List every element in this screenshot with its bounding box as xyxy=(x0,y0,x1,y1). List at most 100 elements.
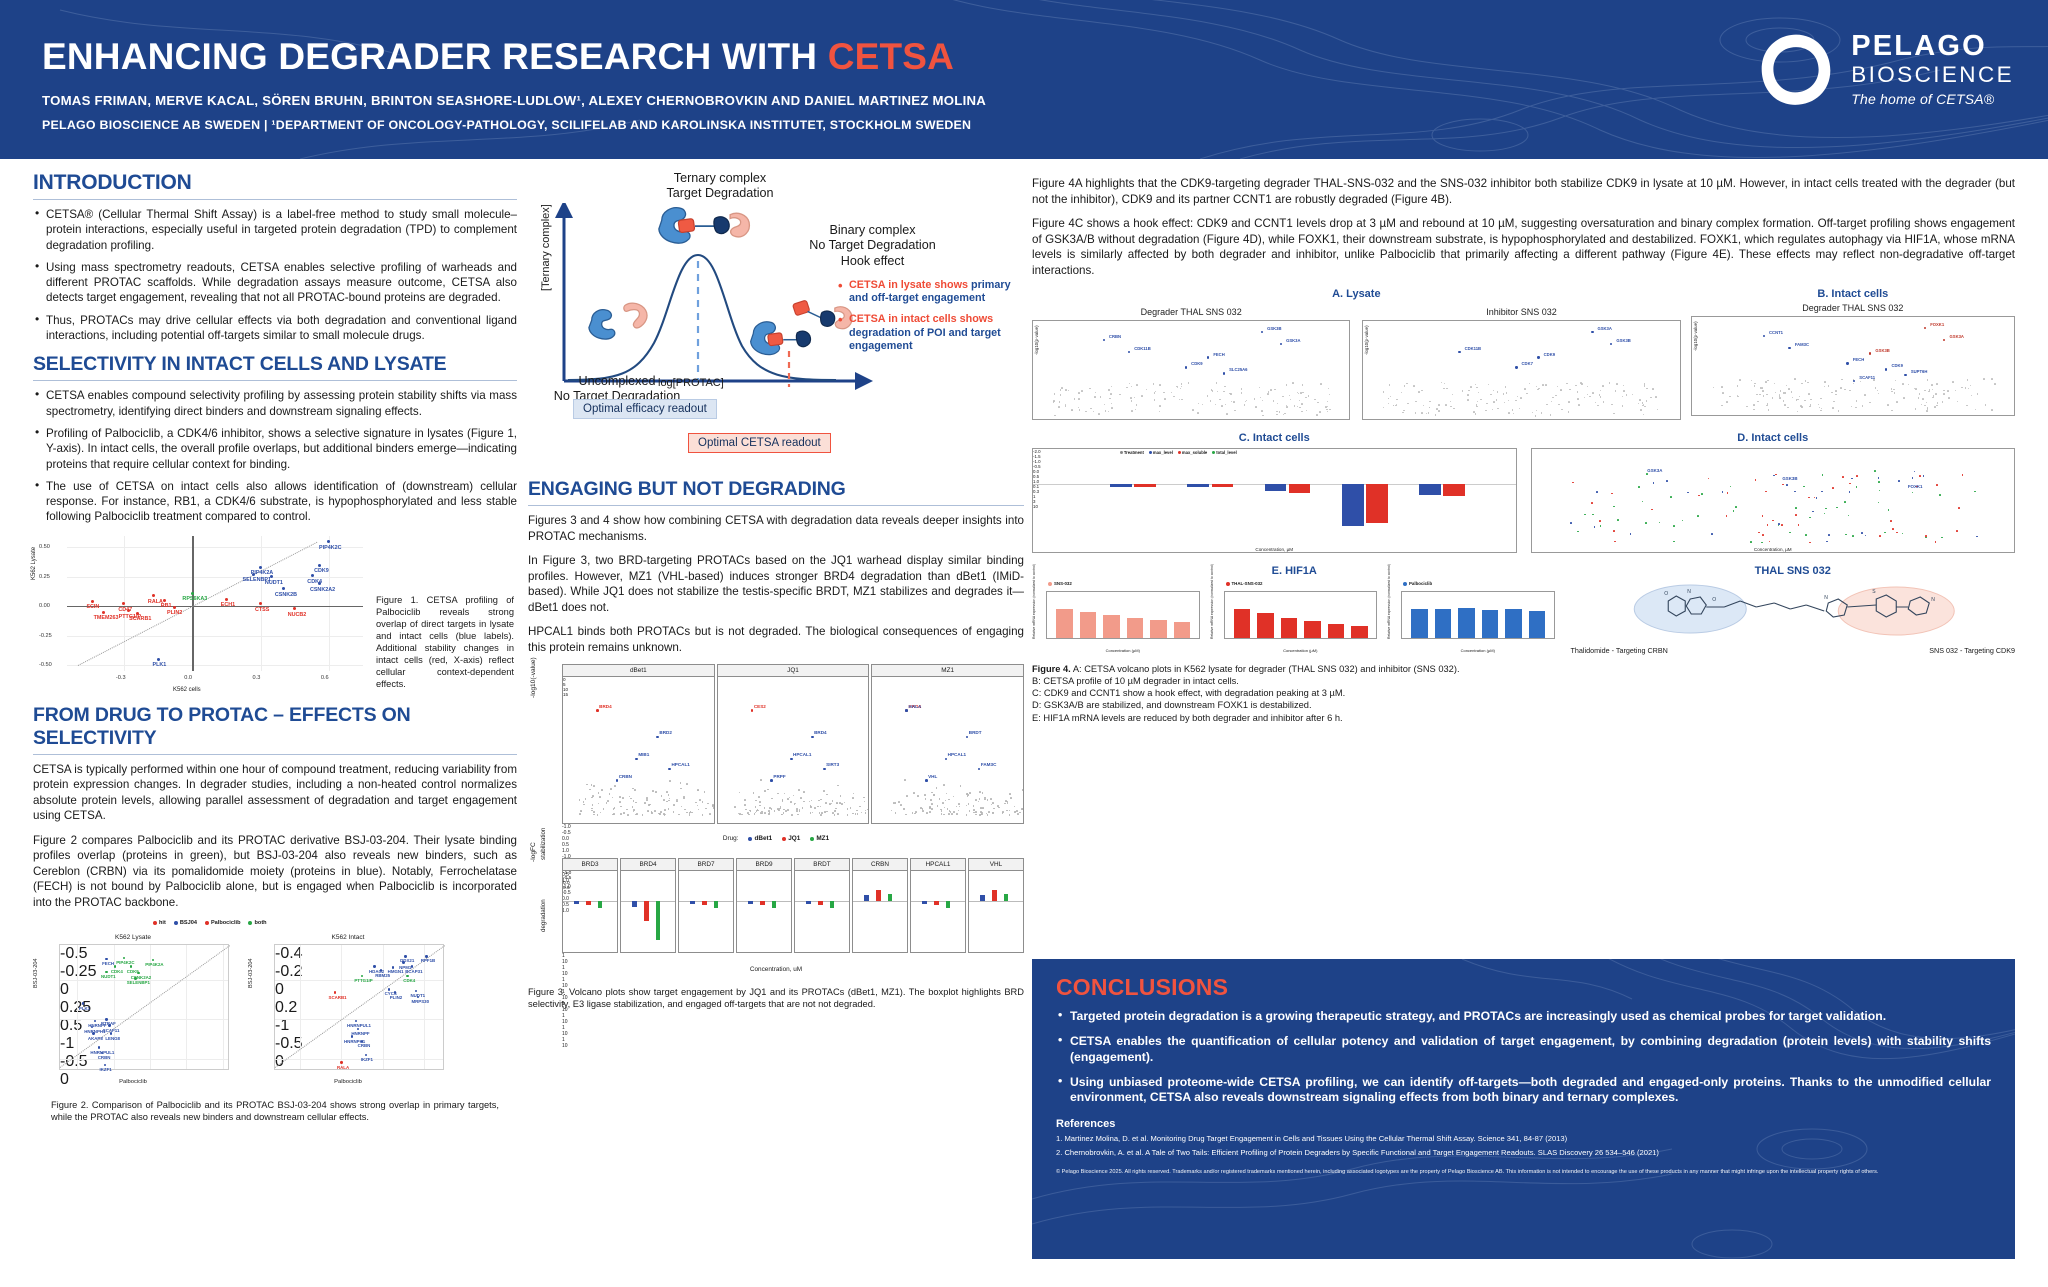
data-point xyxy=(1921,404,1923,406)
data-point xyxy=(1591,331,1593,333)
data-point xyxy=(823,768,826,771)
legend-label: max_soluble xyxy=(1182,450,1207,455)
data-point xyxy=(411,965,413,967)
data-point xyxy=(585,798,587,800)
data-point xyxy=(790,801,792,803)
legend-swatch xyxy=(1403,582,1407,586)
data-point xyxy=(1923,475,1925,477)
data-point xyxy=(1155,391,1157,393)
data-point xyxy=(1975,409,1977,411)
data-point xyxy=(357,1028,359,1030)
data-point xyxy=(1587,394,1589,396)
bar xyxy=(1419,484,1441,495)
data-point xyxy=(655,791,657,793)
data-point xyxy=(1600,396,1602,398)
data-point xyxy=(1221,405,1223,407)
data-point xyxy=(1855,407,1857,409)
axis-tick-label: 0.3 xyxy=(253,675,261,681)
figure-4-panel-e-label: E. HIF1A xyxy=(1032,565,1557,577)
data-point xyxy=(1792,397,1794,399)
data-point xyxy=(1947,390,1949,392)
data-point xyxy=(755,806,757,808)
data-point xyxy=(1971,395,1973,397)
data-point xyxy=(1840,387,1842,389)
box-marker xyxy=(1004,894,1009,901)
data-point xyxy=(1159,384,1161,386)
data-point xyxy=(836,802,838,804)
box-marker xyxy=(714,901,719,908)
data-point xyxy=(1407,403,1409,405)
data-point xyxy=(1936,484,1938,486)
data-point-label: BRD4 xyxy=(599,704,612,709)
data-point-label: CRBN xyxy=(358,1043,371,1048)
data-point xyxy=(1328,388,1330,390)
data-point xyxy=(1520,397,1522,399)
data-point xyxy=(1794,378,1796,380)
data-point xyxy=(713,807,714,809)
data-point xyxy=(968,803,970,805)
data-point xyxy=(1022,789,1023,791)
figure-3-degradation-label: degradation xyxy=(540,900,547,933)
legend-swatch xyxy=(1048,582,1052,586)
y-axis-label: -log10(p-value) xyxy=(1364,325,1369,355)
data-point xyxy=(1262,415,1264,417)
data-point xyxy=(699,799,701,801)
data-point xyxy=(904,779,906,781)
bar xyxy=(1134,484,1156,487)
axis-tick-label: 10 xyxy=(562,1043,1024,1049)
data-point-label: HPCAL1 xyxy=(948,752,966,757)
data-point-label: PLIN2 xyxy=(167,610,182,616)
data-point xyxy=(987,814,989,816)
data-point xyxy=(831,803,833,805)
axis-tick-label: 0.25 xyxy=(39,574,50,580)
column-right: Figure 4A highlights that the CDK9-targe… xyxy=(1032,176,2015,724)
data-point xyxy=(697,805,699,807)
figure-4-row-2: C. Intact cells -2.0 -1.5 -1.0 -0.5 0.0 0.5 1.… xyxy=(1032,432,2015,553)
data-point xyxy=(1824,381,1826,383)
data-point xyxy=(1919,475,1921,477)
data-point xyxy=(1893,389,1895,391)
data-point xyxy=(1402,412,1404,414)
data-point xyxy=(1783,400,1785,402)
data-point xyxy=(1446,388,1448,390)
data-point xyxy=(1924,327,1926,329)
data-point xyxy=(1610,343,1612,345)
data-point xyxy=(1701,493,1703,495)
data-point xyxy=(1185,366,1187,368)
data-point xyxy=(1273,400,1275,402)
data-point xyxy=(1065,405,1067,407)
figure-4-e-group: Relative mRNA expression (normalized to … xyxy=(1032,581,1202,653)
right-paragraph-1: Figure 4A highlights that the CDK9-targe… xyxy=(1032,176,2015,207)
data-point xyxy=(1021,808,1023,810)
bar xyxy=(1529,611,1546,638)
data-point xyxy=(1968,388,1970,390)
data-point-label: CDK11B xyxy=(1134,346,1151,351)
figure-2-y-axis-label: BSJ-03-204 xyxy=(33,958,39,988)
data-point xyxy=(1557,386,1559,388)
data-point xyxy=(795,803,797,805)
data-point xyxy=(1801,383,1803,385)
data-point xyxy=(1225,404,1227,406)
data-point xyxy=(1835,390,1837,392)
box-marker xyxy=(574,901,579,904)
data-point xyxy=(1737,395,1739,397)
data-point xyxy=(668,800,670,802)
data-point xyxy=(1772,397,1774,399)
data-point xyxy=(709,813,711,815)
data-point xyxy=(1305,397,1307,399)
data-point xyxy=(1640,409,1642,411)
data-point xyxy=(1575,385,1577,387)
figure-4-e-plots: Relative mRNA expression (normalized to … xyxy=(1032,581,1557,653)
data-point xyxy=(589,789,591,791)
data-point-label: SCARB1 xyxy=(329,995,347,1000)
data-point xyxy=(683,798,685,800)
data-point xyxy=(800,797,802,799)
svg-text:O: O xyxy=(1664,591,1668,597)
identity-line xyxy=(78,542,318,666)
data-point xyxy=(1927,379,1929,381)
data-point xyxy=(1443,388,1445,390)
data-point xyxy=(1524,388,1526,390)
data-point-label: CCNT1 xyxy=(1769,330,1783,335)
data-point xyxy=(1791,391,1793,393)
data-point xyxy=(225,598,228,601)
